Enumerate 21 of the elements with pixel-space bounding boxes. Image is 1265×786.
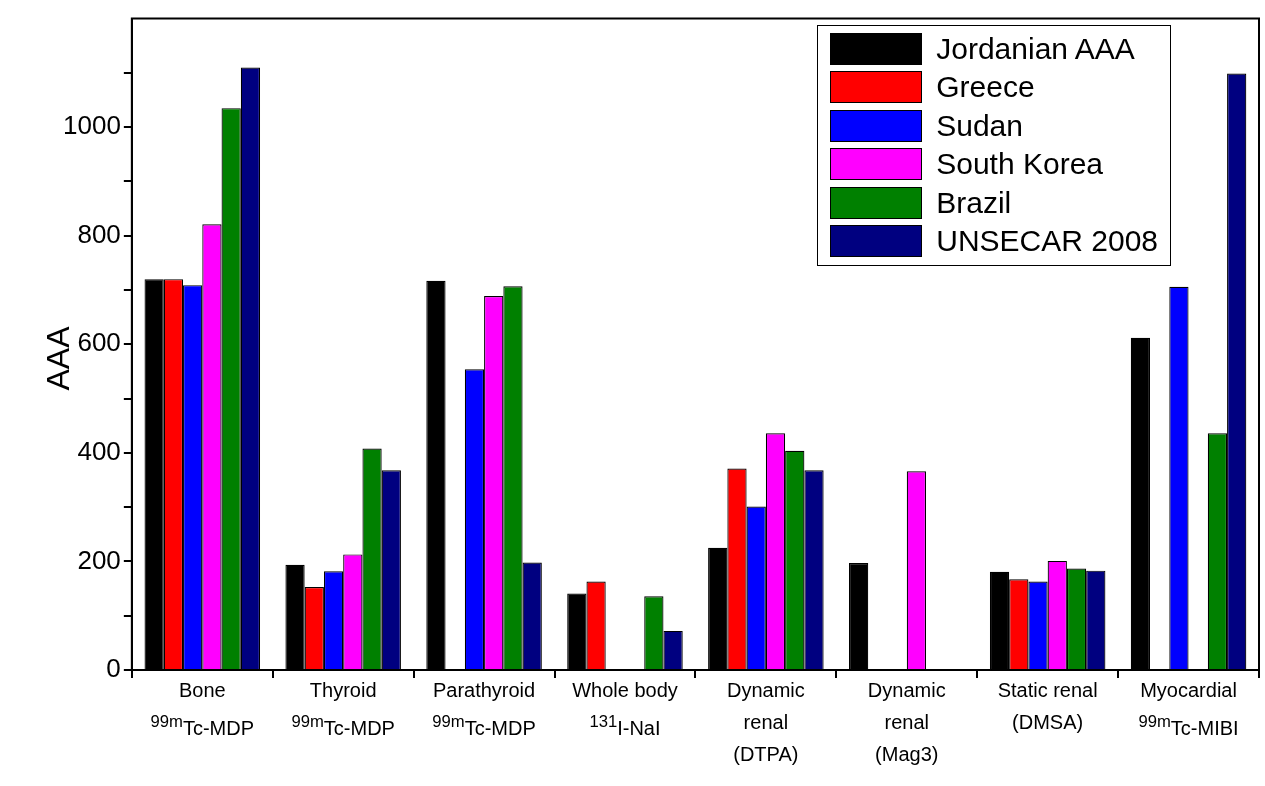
y-tick-label: 600 (77, 327, 121, 358)
y-tick-label: 800 (77, 218, 121, 249)
y-tick-label: 400 (77, 436, 121, 467)
x-tick-label: Parathyroid $^{99m}$Tc-MDP (432, 678, 536, 741)
legend-label: Jordanian AAA (936, 31, 1135, 66)
legend-label: South Korea (936, 147, 1104, 182)
x-tick-label: Myocardial $^{99m}$Tc-MIBI (1138, 678, 1239, 741)
legend-label: Greece (936, 70, 1035, 105)
x-tick-label: Whole body $^{131}$I-NaI (572, 678, 678, 741)
x-tick-label: Static renal (DMSA) (997, 678, 1098, 735)
x-tick-label: Dynamic renal (DTPA) (726, 678, 805, 767)
legend-label: Sudan (936, 108, 1023, 143)
y-tick-label: 200 (77, 544, 121, 575)
legend-label: UNSECAR 2008 (936, 224, 1158, 259)
y-tick-label: 0 (106, 653, 121, 684)
x-tick-label: Dynamic renal (Mag3) (867, 678, 946, 767)
y-axis-title: AAA (39, 325, 77, 393)
legend-label: Brazil (936, 185, 1012, 220)
y-tick-label: 1000 (63, 110, 121, 141)
x-tick-label: Thyroid $^{99m}$Tc-MDP (291, 678, 395, 741)
x-tick-label: Bone $^{99m}$Tc-MDP (150, 678, 255, 741)
